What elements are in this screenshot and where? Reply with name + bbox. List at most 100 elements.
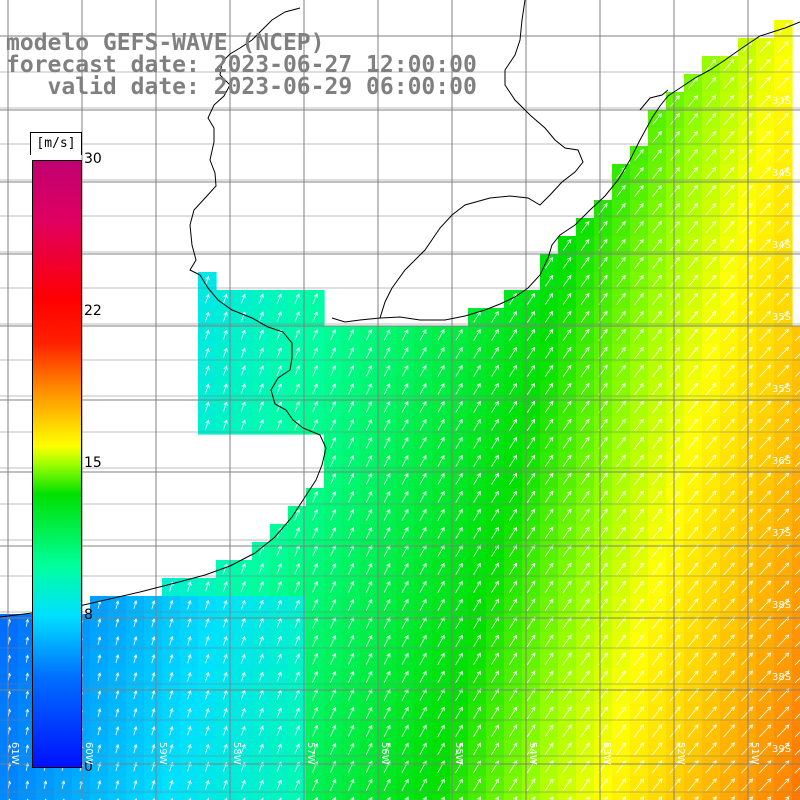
wind-arrow <box>527 311 535 323</box>
ocean-cell <box>576 434 595 453</box>
ocean-cell <box>306 794 325 800</box>
ocean-cell <box>612 416 631 435</box>
wind-arrow-head <box>350 598 355 604</box>
wind-arrow <box>633 670 645 684</box>
wind-arrow <box>670 95 680 107</box>
wind-arrow-head <box>25 690 30 695</box>
wind-arrow <box>437 329 445 341</box>
ocean-cell <box>378 722 397 741</box>
wind-arrow-head <box>386 400 391 406</box>
wind-arrow <box>366 437 372 449</box>
wind-arrow-head <box>440 364 445 370</box>
wind-arrow <box>651 652 663 666</box>
ocean-cell <box>666 470 685 489</box>
ocean-cell <box>342 794 361 800</box>
wind-arrow-head <box>440 670 445 676</box>
ocean-cell <box>558 614 577 633</box>
wind-arrow-head <box>730 742 736 747</box>
wind-arrow-head <box>567 526 572 532</box>
wind-arrow <box>616 185 626 197</box>
wind-arrow <box>508 688 518 702</box>
wind-arrow-head <box>259 293 264 299</box>
wind-arrow <box>240 780 246 790</box>
wind-arrow <box>785 796 790 800</box>
ocean-cell <box>684 146 703 165</box>
wind-arrow-head <box>603 598 608 604</box>
wind-arrow-head <box>766 706 772 711</box>
wind-arrow <box>491 581 499 593</box>
ocean-cell <box>522 380 541 399</box>
wind-arrow-head <box>585 706 590 711</box>
ocean-cell <box>468 380 487 399</box>
wind-arrow <box>777 185 789 197</box>
wind-arrow-head <box>730 454 735 460</box>
wind-arrow <box>687 778 699 792</box>
wind-arrow <box>294 383 300 395</box>
wind-arrow <box>562 257 572 269</box>
wind-arrow <box>741 239 753 251</box>
wind-arrow-head <box>331 419 337 424</box>
ocean-cell <box>576 650 595 669</box>
wind-arrow <box>562 419 572 431</box>
wind-arrow-head <box>476 490 481 496</box>
wind-arrow <box>276 419 282 431</box>
ocean-cell <box>486 614 505 633</box>
wind-arrow-head <box>712 238 717 244</box>
wind-arrow-head <box>694 652 699 657</box>
wind-arrow-head <box>331 329 337 334</box>
ocean-cell <box>396 362 415 381</box>
wind-arrow <box>652 436 662 450</box>
wind-arrow-head <box>386 580 391 586</box>
wind-arrow-head <box>331 383 337 388</box>
ocean-cell <box>558 416 577 435</box>
wind-arrow-head <box>241 635 246 641</box>
wind-arrow-head <box>513 634 518 640</box>
wind-arrow <box>348 635 354 647</box>
wind-arrow-head <box>658 724 663 729</box>
wind-arrow <box>312 653 318 665</box>
ocean-cell <box>774 38 793 57</box>
wind-arrow <box>634 221 644 233</box>
wind-arrow <box>759 580 771 594</box>
wind-arrow-head <box>694 760 699 765</box>
wind-arrow <box>616 634 626 648</box>
ocean-cell <box>792 614 800 633</box>
wind-arrow <box>651 508 663 522</box>
wind-arrow <box>204 366 210 376</box>
wind-arrow <box>401 653 409 665</box>
wind-arrow-head <box>404 778 409 784</box>
wind-arrow <box>776 580 790 594</box>
wind-arrow-head <box>603 292 608 298</box>
wind-arrow-head <box>766 328 771 334</box>
wind-arrow <box>670 131 680 143</box>
longitude-label: 53W <box>601 742 612 765</box>
wind-arrow <box>580 508 590 522</box>
wind-arrow-head <box>748 310 753 316</box>
ocean-cell <box>738 470 757 489</box>
wind-arrow-head <box>350 508 355 514</box>
wind-arrow-head <box>621 778 627 783</box>
ocean-cell <box>414 560 433 579</box>
wind-arrow <box>348 509 354 521</box>
wind-arrow <box>491 437 499 449</box>
ocean-cell <box>396 416 415 435</box>
wind-arrow <box>455 635 463 647</box>
wind-arrow <box>330 455 336 467</box>
ocean-cell <box>414 686 433 705</box>
ocean-cell <box>666 722 685 741</box>
wind-arrow-head <box>639 580 645 586</box>
wind-arrow <box>205 618 209 628</box>
wind-arrow-head <box>766 202 771 208</box>
wind-arrow-head <box>567 742 572 747</box>
wind-arrow <box>7 691 11 699</box>
ocean-cell <box>540 776 559 795</box>
wind-arrow <box>348 527 354 539</box>
wind-arrow <box>652 167 662 179</box>
wind-arrow <box>723 131 735 143</box>
wind-arrow <box>115 708 119 718</box>
wind-arrow-head <box>531 670 536 676</box>
wind-arrow-head <box>386 382 391 388</box>
wind-arrow <box>633 706 645 720</box>
ocean-cell <box>774 578 793 597</box>
wind-arrow <box>616 454 626 468</box>
